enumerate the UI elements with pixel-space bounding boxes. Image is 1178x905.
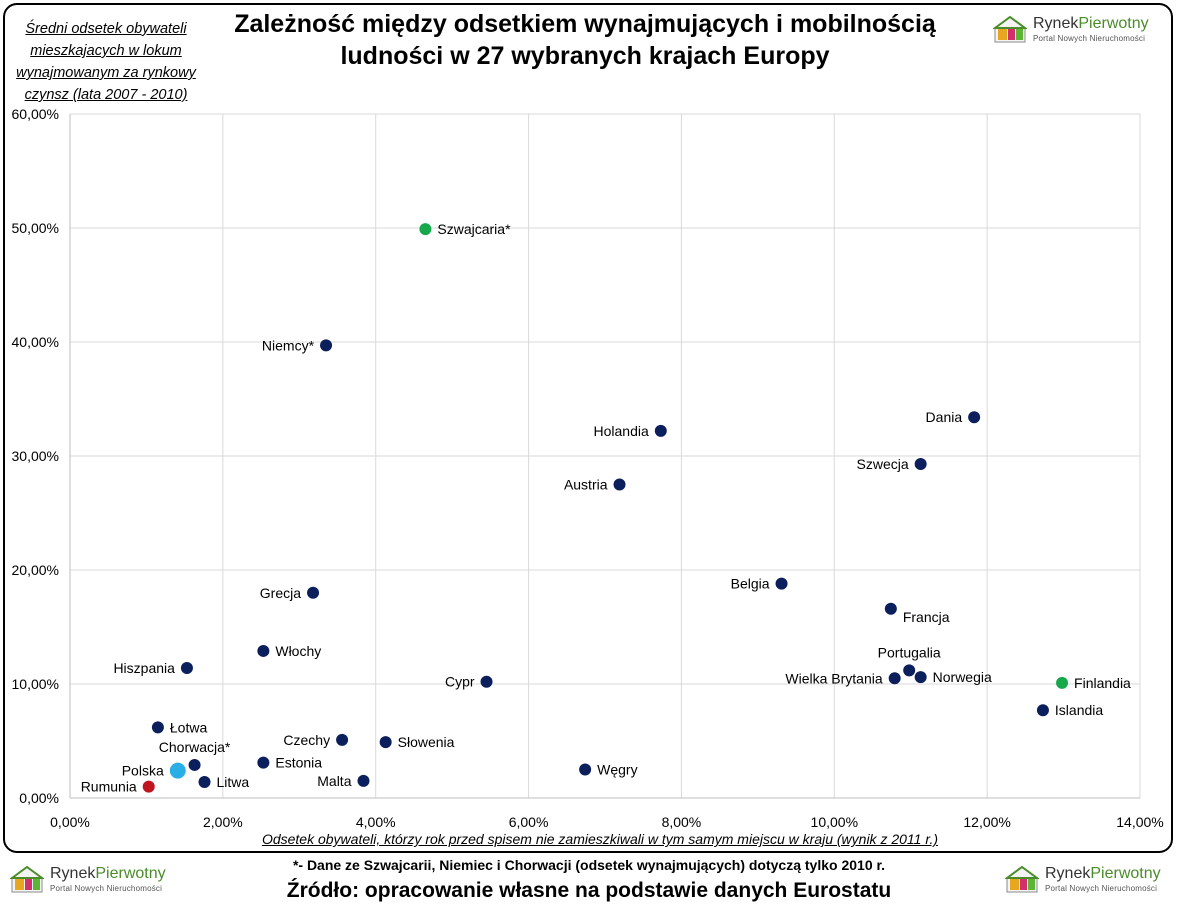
data-point [142,780,155,793]
x-tick-label: 14,00% [1116,814,1163,830]
y-tick-label: 20,00% [12,562,59,578]
data-point [775,577,788,590]
data-label: Łotwa [170,719,208,735]
data-label: Cypr [445,674,475,690]
logo-name-b: Pierwotny [1090,864,1161,882]
data-label: Szwecja [857,456,909,472]
logo-top-right: RynekPierwotny Portal Nowych Nieruchomoś… [993,14,1149,44]
data-label: Belgia [731,576,770,592]
logo-subtitle: Portal Nowych Nieruchomości [50,883,163,893]
footnote: *- Dane ze Szwajcarii, Niemiec i Chorwac… [292,857,886,873]
data-label: Estonia [275,755,322,771]
data-point [654,424,667,437]
x-tick-label: 10,00% [811,814,858,830]
chart-frame [3,3,1173,853]
x-tick-label: 12,00% [963,814,1010,830]
x-tick-label: 8,00% [662,814,702,830]
data-point [613,478,626,491]
logo-name-a: Rynek [1033,14,1079,32]
data-label: Niemcy* [262,337,315,353]
data-label: Malta [317,773,351,789]
y-tick-label: 0,00% [19,790,59,806]
data-label: Hiszpania [113,660,175,676]
y-tick-label: 50,00% [12,220,59,236]
data-point [968,411,981,424]
logo-house-icon [10,865,44,893]
data-label: Norwegia [933,669,992,685]
logo-house-icon [1005,865,1039,893]
axis-ticks: 0,00% 2,00% 4,00% 6,00% 8,00% 10,00% 12,00% 14,… [12,106,1164,830]
logo-house-icon [993,15,1027,43]
data-point [336,733,349,746]
data-point [257,644,270,657]
data-label: Polska [122,763,164,779]
logo-name-b: Pierwotny [95,864,166,882]
data-point [151,721,164,734]
logo-name-b: Pierwotny [1078,14,1149,32]
logo-name-a: Rynek [50,864,96,882]
data-label: Litwa [217,774,250,790]
data-point [903,664,916,677]
data-label: Dania [926,409,963,425]
logo-bottom-right: RynekPierwotny Portal Nowych Nieruchomoś… [1005,864,1161,894]
data-label: Chorwacja* [159,739,231,755]
data-point [257,756,270,769]
data-point [307,586,320,599]
data-points: Szwajcaria* Niemcy* Dania Holandia Szwecja Au… [81,221,1131,794]
logo-name-a: Rynek [1045,864,1091,882]
data-point [357,774,370,787]
chart-title: Zależność między odsetkiem wynajmujących… [234,10,936,70]
x-tick-label: 0,00% [50,814,90,830]
data-point [480,675,493,688]
data-point [1036,704,1049,717]
y-tick-label: 30,00% [12,448,59,464]
data-point [1056,676,1069,689]
data-label: Finlandia [1074,675,1131,691]
data-point [320,339,333,352]
data-point [379,736,392,749]
data-label: Włochy [275,643,321,659]
data-label: Czechy [283,732,330,748]
data-point [198,776,211,789]
data-label: Węgry [597,762,637,778]
logo-subtitle: Portal Nowych Nieruchomości [1045,883,1158,893]
grid-lines [69,113,1141,799]
data-point [914,671,927,684]
data-point [888,672,901,685]
data-label: Grecja [260,585,301,601]
data-label: Szwajcaria* [437,221,511,237]
data-label: Francja [903,609,950,625]
x-axis-title: Odsetek obywateli, którzy rok przed spis… [261,831,939,847]
data-point [169,762,186,779]
data-label: Islandia [1055,702,1103,718]
data-label: Holandia [594,423,649,439]
x-tick-label: 2,00% [203,814,243,830]
data-point [884,602,897,615]
y-tick-label: 40,00% [12,334,59,350]
x-tick-label: 4,00% [356,814,396,830]
data-point [180,662,193,675]
y-axis-title: Średni odsetek obywateli mieszkajacych w… [16,21,196,103]
data-point [579,763,592,776]
logo-bottom-left: RynekPierwotny Portal Nowych Nieruchomoś… [10,864,166,894]
data-point [914,457,927,470]
y-tick-label: 10,00% [12,676,59,692]
source-note: Źródło: opracowanie własne na podstawie … [286,879,892,902]
data-label: Portugalia [878,644,941,660]
data-label: Rumunia [81,779,137,795]
x-tick-label: 6,00% [509,814,549,830]
data-point [419,223,432,236]
data-label: Wielka Brytania [785,670,882,686]
data-label: Słowenia [398,734,455,750]
data-point [188,758,201,771]
y-tick-label: 60,00% [12,106,59,122]
logo-subtitle: Portal Nowych Nieruchomości [1033,33,1146,43]
data-label: Austria [564,477,608,493]
